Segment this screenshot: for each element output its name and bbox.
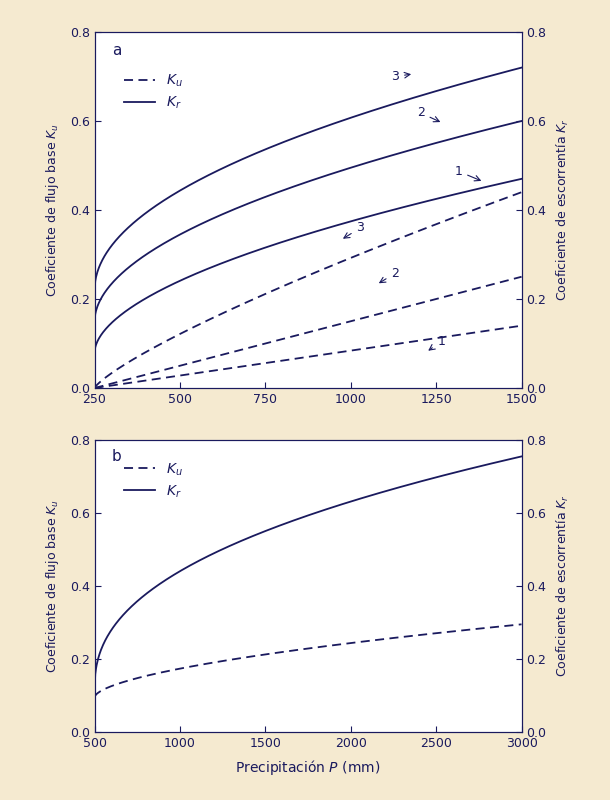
Legend: $K_u$, $K_r$: $K_u$, $K_r$ [118,67,188,117]
Text: 1: 1 [454,165,480,181]
Y-axis label: Coeficiente de flujo base $K_u$: Coeficiente de flujo base $K_u$ [45,499,62,673]
Y-axis label: Coeficiente de escorrentía $K_r$: Coeficiente de escorrentía $K_r$ [554,494,571,678]
Text: 2: 2 [417,106,439,122]
Text: b: b [112,449,121,464]
Y-axis label: Coeficiente de flujo base $K_u$: Coeficiente de flujo base $K_u$ [45,123,62,297]
X-axis label: Precipitación $P$ (mm): Precipitación $P$ (mm) [235,758,381,777]
Y-axis label: Coeficiente de escorrentía $K_r$: Coeficiente de escorrentía $K_r$ [554,118,571,302]
Text: 1: 1 [429,334,445,350]
Text: a: a [112,42,121,58]
Text: 3: 3 [391,70,410,83]
Legend: $K_u$, $K_r$: $K_u$, $K_r$ [118,456,188,505]
Text: 3: 3 [344,222,364,238]
Text: 2: 2 [380,266,399,282]
